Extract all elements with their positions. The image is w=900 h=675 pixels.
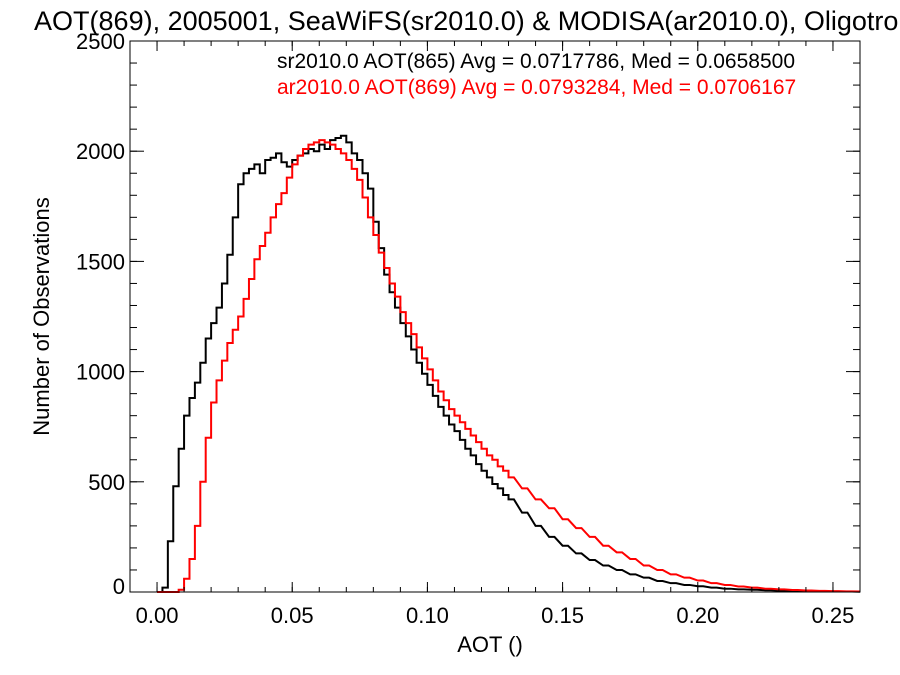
series-line-ar2010.0 xyxy=(157,139,861,593)
series-line-sr2010.0 xyxy=(157,134,861,593)
x-tick-label: 0.15 xyxy=(541,603,584,628)
y-tick-label: 2000 xyxy=(76,139,125,164)
y-tick-label: 500 xyxy=(88,470,125,495)
legend-entry-sr2010.0: sr2010.0 AOT(865) Avg = 0.0717786, Med =… xyxy=(277,50,795,73)
y-axis-label: Number of Observations xyxy=(29,197,54,435)
x-axis-label: AOT () xyxy=(457,632,523,657)
plot-frame xyxy=(129,40,861,593)
x-tick-label: 0.05 xyxy=(271,603,314,628)
x-tick-label: 0.00 xyxy=(136,603,179,628)
y-tick-label: 1000 xyxy=(76,360,125,385)
x-tick-label: 0.25 xyxy=(812,603,855,628)
chart-title: AOT(869), 2005001, SeaWiFS(sr2010.0) & M… xyxy=(34,6,900,36)
x-tick-label: 0.10 xyxy=(406,603,449,628)
series-layer xyxy=(157,134,861,593)
y-tick-label: 2500 xyxy=(76,29,125,54)
legend-entry-ar2010.0: ar2010.0 AOT(869) Avg = 0.0793284, Med =… xyxy=(277,76,796,99)
x-tick-label: 0.20 xyxy=(676,603,719,628)
legend: sr2010.0 AOT(865) Avg = 0.0717786, Med =… xyxy=(277,50,796,99)
axes-layer: 0.00 0.05 0.10 0.15 0.20 0.25 0 500 1000 1500 2000… xyxy=(76,29,861,628)
y-tick-label: 1500 xyxy=(76,249,125,274)
y-tick-label: 0 xyxy=(113,574,125,599)
